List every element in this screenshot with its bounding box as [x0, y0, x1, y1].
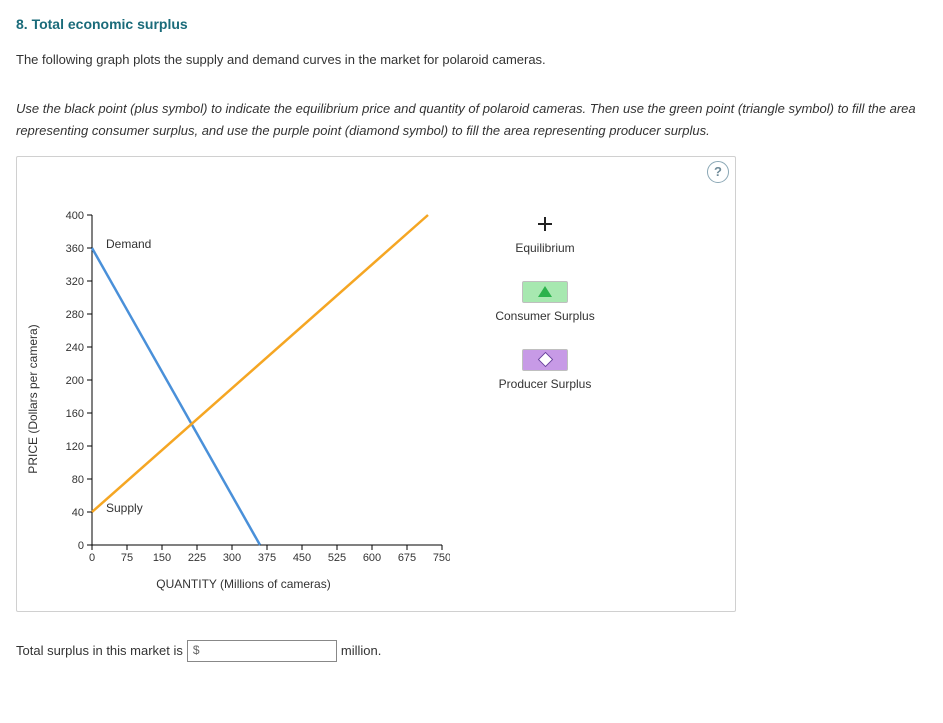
- svg-text:120: 120: [66, 441, 84, 453]
- help-button[interactable]: ?: [707, 161, 729, 183]
- svg-text:300: 300: [223, 552, 241, 564]
- svg-text:0: 0: [89, 552, 95, 564]
- svg-text:525: 525: [328, 552, 346, 564]
- svg-text:150: 150: [153, 552, 171, 564]
- help-icon: ?: [714, 164, 722, 179]
- svg-text:750: 750: [433, 552, 450, 564]
- legend-swatch-diamond[interactable]: [522, 349, 568, 371]
- svg-text:375: 375: [258, 552, 276, 564]
- total-surplus-input[interactable]: [187, 640, 337, 662]
- triangle-icon: [538, 286, 552, 297]
- chart-row: PRICE (Dollars per camera) 0 75 150 225 300 3…: [27, 167, 725, 601]
- svg-text:0: 0: [78, 540, 84, 552]
- svg-text:80: 80: [72, 474, 84, 486]
- legend-column: Equilibrium Consumer Surplus Producer Surp…: [480, 207, 610, 591]
- svg-text:200: 200: [66, 375, 84, 387]
- instructions-text: Use the black point (plus symbol) to ind…: [16, 98, 927, 142]
- x-axis-label: QUANTITY (Millions of cameras): [37, 577, 450, 591]
- answer-prefix: Total surplus in this market is: [16, 643, 183, 658]
- answer-suffix: million.: [341, 643, 381, 658]
- question-title: 8. Total economic surplus: [16, 16, 927, 32]
- legend-swatch-plus[interactable]: [522, 213, 568, 235]
- svg-text:280: 280: [66, 309, 84, 321]
- legend-label-triangle: Consumer Surplus: [495, 309, 594, 323]
- legend-label-plus: Equilibrium: [515, 241, 574, 255]
- supply-label: Supply: [106, 501, 143, 515]
- svg-text:400: 400: [66, 210, 84, 222]
- svg-text:225: 225: [188, 552, 206, 564]
- supply-curve: [92, 215, 428, 512]
- svg-text:240: 240: [66, 342, 84, 354]
- svg-text:600: 600: [363, 552, 381, 564]
- legend-item-diamond: Producer Surplus: [499, 349, 592, 407]
- legend-item-triangle: Consumer Surplus: [495, 281, 594, 339]
- svg-text:450: 450: [293, 552, 311, 564]
- chart-column: PRICE (Dollars per camera) 0751502253003…: [37, 207, 450, 591]
- intro-text: The following graph plots the supply and…: [16, 50, 927, 70]
- svg-text:75: 75: [121, 552, 133, 564]
- question-number: 8.: [16, 16, 28, 32]
- currency-symbol: $: [193, 643, 200, 657]
- legend-label-diamond: Producer Surplus: [499, 377, 592, 391]
- svg-text:160: 160: [66, 408, 84, 420]
- svg-text:675: 675: [398, 552, 416, 564]
- svg-text:320: 320: [66, 276, 84, 288]
- graph-panel: ? PRICE (Dollars per camera) 0 75 150 225 30…: [16, 156, 736, 612]
- y-axis-label: PRICE (Dollars per camera): [26, 324, 40, 473]
- demand-label: Demand: [106, 237, 151, 251]
- svg-text:360: 360: [66, 243, 84, 255]
- question-title-text: Total economic surplus: [32, 16, 188, 32]
- legend-swatch-triangle[interactable]: [522, 281, 568, 303]
- diamond-icon: [537, 352, 553, 368]
- plus-icon: [538, 217, 552, 231]
- supply-demand-chart[interactable]: 0 75 150 225 300 375 450 525 600 675 750 0 40 80 120 16…: [37, 207, 450, 575]
- svg-text:40: 40: [72, 507, 84, 519]
- legend-item-plus: Equilibrium: [515, 213, 574, 271]
- answer-row: Total surplus in this market is $ millio…: [16, 640, 927, 662]
